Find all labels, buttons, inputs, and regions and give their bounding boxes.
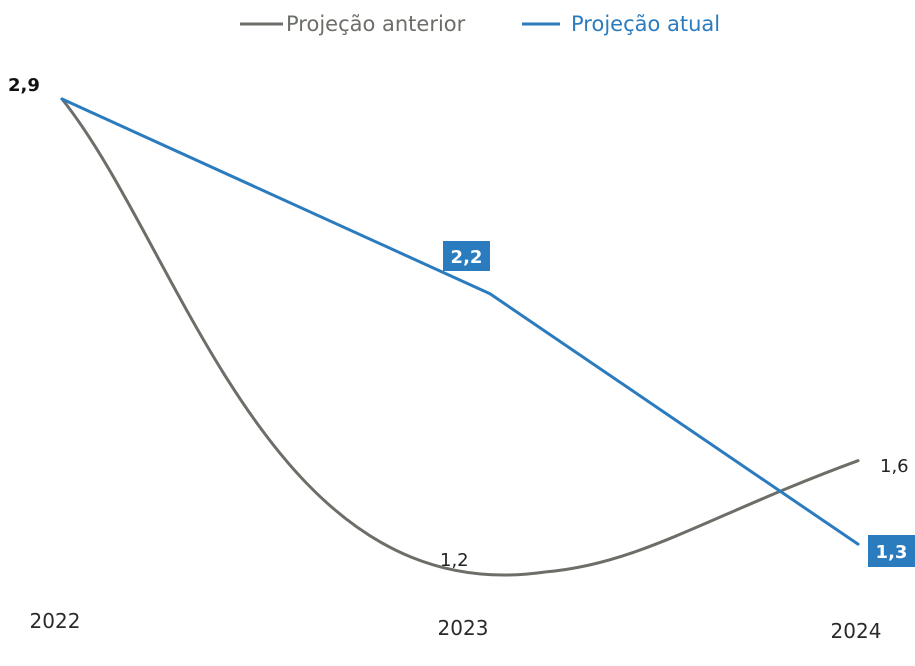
data-label-2022: 2,9 (8, 75, 40, 96)
legend-label: Projeção anterior (286, 12, 466, 36)
badge-text: 2,2 (451, 247, 483, 268)
data-labels: 2,9 1,2 1,6 2,2 1,3 (8, 75, 915, 571)
badge-text: 1,3 (876, 542, 908, 563)
series-lines (60, 97, 860, 577)
badge-bg (868, 535, 915, 567)
series-line-projecao-anterior (60, 97, 860, 577)
x-tick-label-2022: 2022 (30, 609, 81, 633)
x-axis-ticks: 2022 2023 2024 (30, 609, 882, 643)
data-badge-atual-2023: 2,2 (443, 241, 490, 271)
legend-item-projecao-atual: Projeção atual (522, 12, 720, 36)
data-badge-atual-2024: 1,3 (868, 535, 915, 567)
data-label-anterior-2023: 1,2 (440, 550, 469, 571)
series-line-projecao-atual (60, 97, 860, 546)
legend-item-projecao-anterior: Projeção anterior (240, 12, 466, 36)
legend-label: Projeção atual (571, 12, 720, 36)
legend: Projeção anterior Projeção atual (240, 12, 720, 36)
x-tick-label-2023: 2023 (438, 616, 489, 640)
x-tick-label-2024: 2024 (831, 619, 882, 643)
badge-bg (443, 241, 490, 271)
data-label-anterior-2024: 1,6 (880, 456, 909, 477)
